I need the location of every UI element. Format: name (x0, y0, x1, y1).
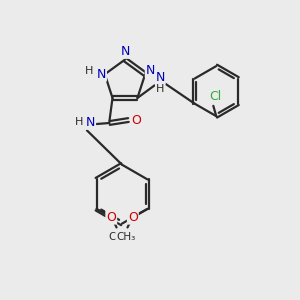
Text: N: N (120, 45, 130, 58)
Text: N: N (97, 68, 106, 81)
Text: CH₃: CH₃ (116, 232, 136, 242)
Text: H: H (85, 66, 94, 76)
Text: N: N (146, 64, 155, 77)
Text: H: H (156, 83, 164, 94)
Text: O: O (128, 211, 138, 224)
Text: N: N (155, 71, 165, 84)
Text: O: O (106, 211, 116, 224)
Text: Cl: Cl (209, 90, 221, 103)
Text: N: N (86, 116, 95, 129)
Text: H: H (75, 117, 83, 128)
Text: CH₃: CH₃ (108, 232, 128, 242)
Text: O: O (132, 113, 142, 127)
